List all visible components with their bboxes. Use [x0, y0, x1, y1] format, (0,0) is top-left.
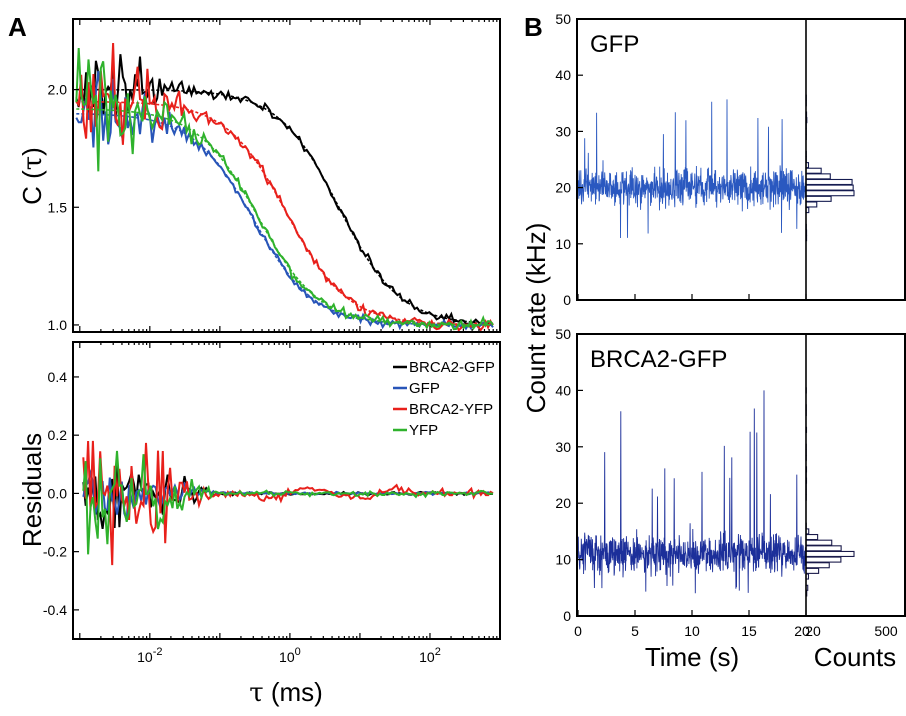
- legend-label-brca2-gfp: BRCA2-GFP: [409, 359, 495, 376]
- series-line-brca2-yfp: [76, 43, 493, 330]
- time-x-axis-title: Time (s): [645, 642, 739, 672]
- trace-brca2-gfp-y-tick-label: 30: [555, 439, 571, 455]
- trace-brca2-gfp-histogram-bar: [806, 568, 819, 573]
- series-fit-yfp: [76, 109, 493, 325]
- trace-brca2-gfp-y-tick-label: 50: [555, 326, 571, 342]
- trace-gfp-trace-line: [578, 99, 806, 238]
- trace-gfp-histogram-bar: [806, 168, 821, 173]
- trace-gfp-y-tick-label: 50: [555, 11, 571, 27]
- panel-letter-b: B: [524, 12, 543, 42]
- residuals-y-axis-title: Residuals: [17, 433, 47, 547]
- residuals-plot: -0.4-0.20.00.20.410-2 100 102 BRCA2-GFPGFP…: [43, 342, 500, 665]
- residuals-y-tick-label: 0.2: [48, 427, 68, 443]
- legend-label-yfp: YFP: [409, 422, 438, 439]
- panel-letter-a: A: [8, 12, 27, 42]
- trace-gfp-histogram-bar: [806, 202, 817, 207]
- trace-brca2-gfp-histogram-bar: [806, 535, 818, 540]
- trace-brca2-gfp-histogram-bar: [806, 551, 854, 556]
- count-rate-y-axis-title: Count rate (kHz): [521, 223, 551, 414]
- correlation-y-axis-title: C (τ): [17, 147, 48, 205]
- trace-brca2-gfp-trace-line: [578, 390, 806, 593]
- trace-brca2-gfp-x-tick-label: 0: [574, 623, 582, 639]
- trace-brca2-gfp-x-tick-label: 5: [631, 623, 639, 639]
- legend-label-brca2-yfp: BRCA2-YFP: [409, 401, 493, 418]
- trace-brca2-gfp-histogram-bar: [806, 563, 829, 568]
- correlation-plot: 1.0 1.5 2.0: [48, 19, 500, 333]
- trace-brca2-gfp-x-tick-label: 15: [741, 623, 757, 639]
- trace-gfp-y-tick-label: 0: [563, 292, 571, 308]
- correlation-y-tick-label: 1.0: [48, 317, 68, 333]
- gfp-trace-title: GFP: [590, 31, 639, 58]
- counts-x-axis-title: Counts: [814, 642, 896, 672]
- trace-brca2-gfp-x-tick-label: 10: [684, 623, 700, 639]
- trace-brca2-gfp-y-tick-label: 0: [563, 608, 571, 624]
- series-fit-brca2-yfp: [76, 102, 493, 325]
- trace-brca2-gfp-counts-tick-label: 20: [805, 623, 821, 639]
- series-fit-gfp: [76, 114, 493, 325]
- legend: BRCA2-GFP GFP BRCA2-YFP YFP: [393, 359, 495, 439]
- tau-x-tick-label: 102: [419, 646, 441, 665]
- trace-gfp-y-tick-label: 20: [555, 180, 571, 196]
- trace-brca2-gfp-y-tick-label: 20: [555, 495, 571, 511]
- brca2-gfp-trace-frame: [577, 334, 905, 616]
- correlation-y-tick-label: 1.5: [48, 199, 68, 215]
- correlation-y-tick-label: 2.0: [48, 82, 68, 98]
- trace-brca2-gfp-histogram-bar: [806, 546, 841, 551]
- gfp-trace-panel: 0 10 20 30 40 50 GFP: [555, 11, 905, 308]
- trace-gfp-y-tick-label: 40: [555, 67, 571, 83]
- trace-brca2-gfp-histogram-bar: [806, 557, 841, 562]
- trace-brca2-gfp-histogram-bar: [806, 540, 832, 545]
- gfp-trace-frame: [577, 19, 905, 300]
- residuals-y-tick-label: 0.4: [48, 369, 68, 385]
- trace-gfp-y-tick-label: 30: [555, 123, 571, 139]
- trace-brca2-gfp-counts-tick-label: 500: [874, 623, 898, 639]
- residuals-y-tick-label: 0.0: [48, 485, 68, 501]
- trace-brca2-gfp-y-tick-label: 10: [555, 552, 571, 568]
- tau-x-tick-label: 10-2: [137, 646, 162, 665]
- trace-gfp-histogram-bar: [806, 196, 831, 201]
- correlation-plot-frame: [73, 19, 500, 332]
- legend-label-gfp: GFP: [409, 380, 440, 397]
- trace-gfp-histogram-bar: [806, 191, 854, 196]
- tau-x-axis-title: τ (ms): [249, 677, 323, 708]
- trace-brca2-gfp-y-tick-label: 40: [555, 382, 571, 398]
- tau-x-tick-label: 100: [279, 646, 301, 665]
- trace-gfp-histogram-bar: [806, 179, 852, 184]
- brca2-gfp-trace-title: BRCA2-GFP: [590, 346, 727, 373]
- residuals-y-tick-label: -0.4: [43, 602, 67, 618]
- trace-gfp-histogram-bar: [806, 174, 830, 179]
- trace-gfp-histogram-bar: [806, 185, 853, 190]
- trace-gfp-y-tick-label: 10: [555, 236, 571, 252]
